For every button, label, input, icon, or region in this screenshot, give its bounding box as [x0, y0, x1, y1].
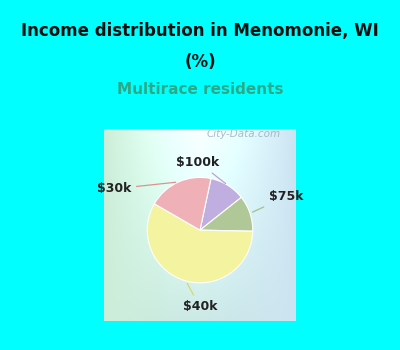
Text: City-Data.com: City-Data.com [206, 129, 280, 139]
Text: (%): (%) [184, 53, 216, 71]
Text: $30k: $30k [96, 182, 176, 195]
Wedge shape [200, 197, 253, 231]
Text: $40k: $40k [183, 284, 217, 313]
Wedge shape [200, 178, 241, 230]
Wedge shape [154, 177, 211, 230]
Text: Income distribution in Menomonie, WI: Income distribution in Menomonie, WI [21, 22, 379, 40]
Text: Multirace residents: Multirace residents [117, 82, 283, 97]
Text: $75k: $75k [252, 190, 304, 212]
Text: $100k: $100k [176, 155, 226, 184]
Wedge shape [147, 204, 253, 283]
